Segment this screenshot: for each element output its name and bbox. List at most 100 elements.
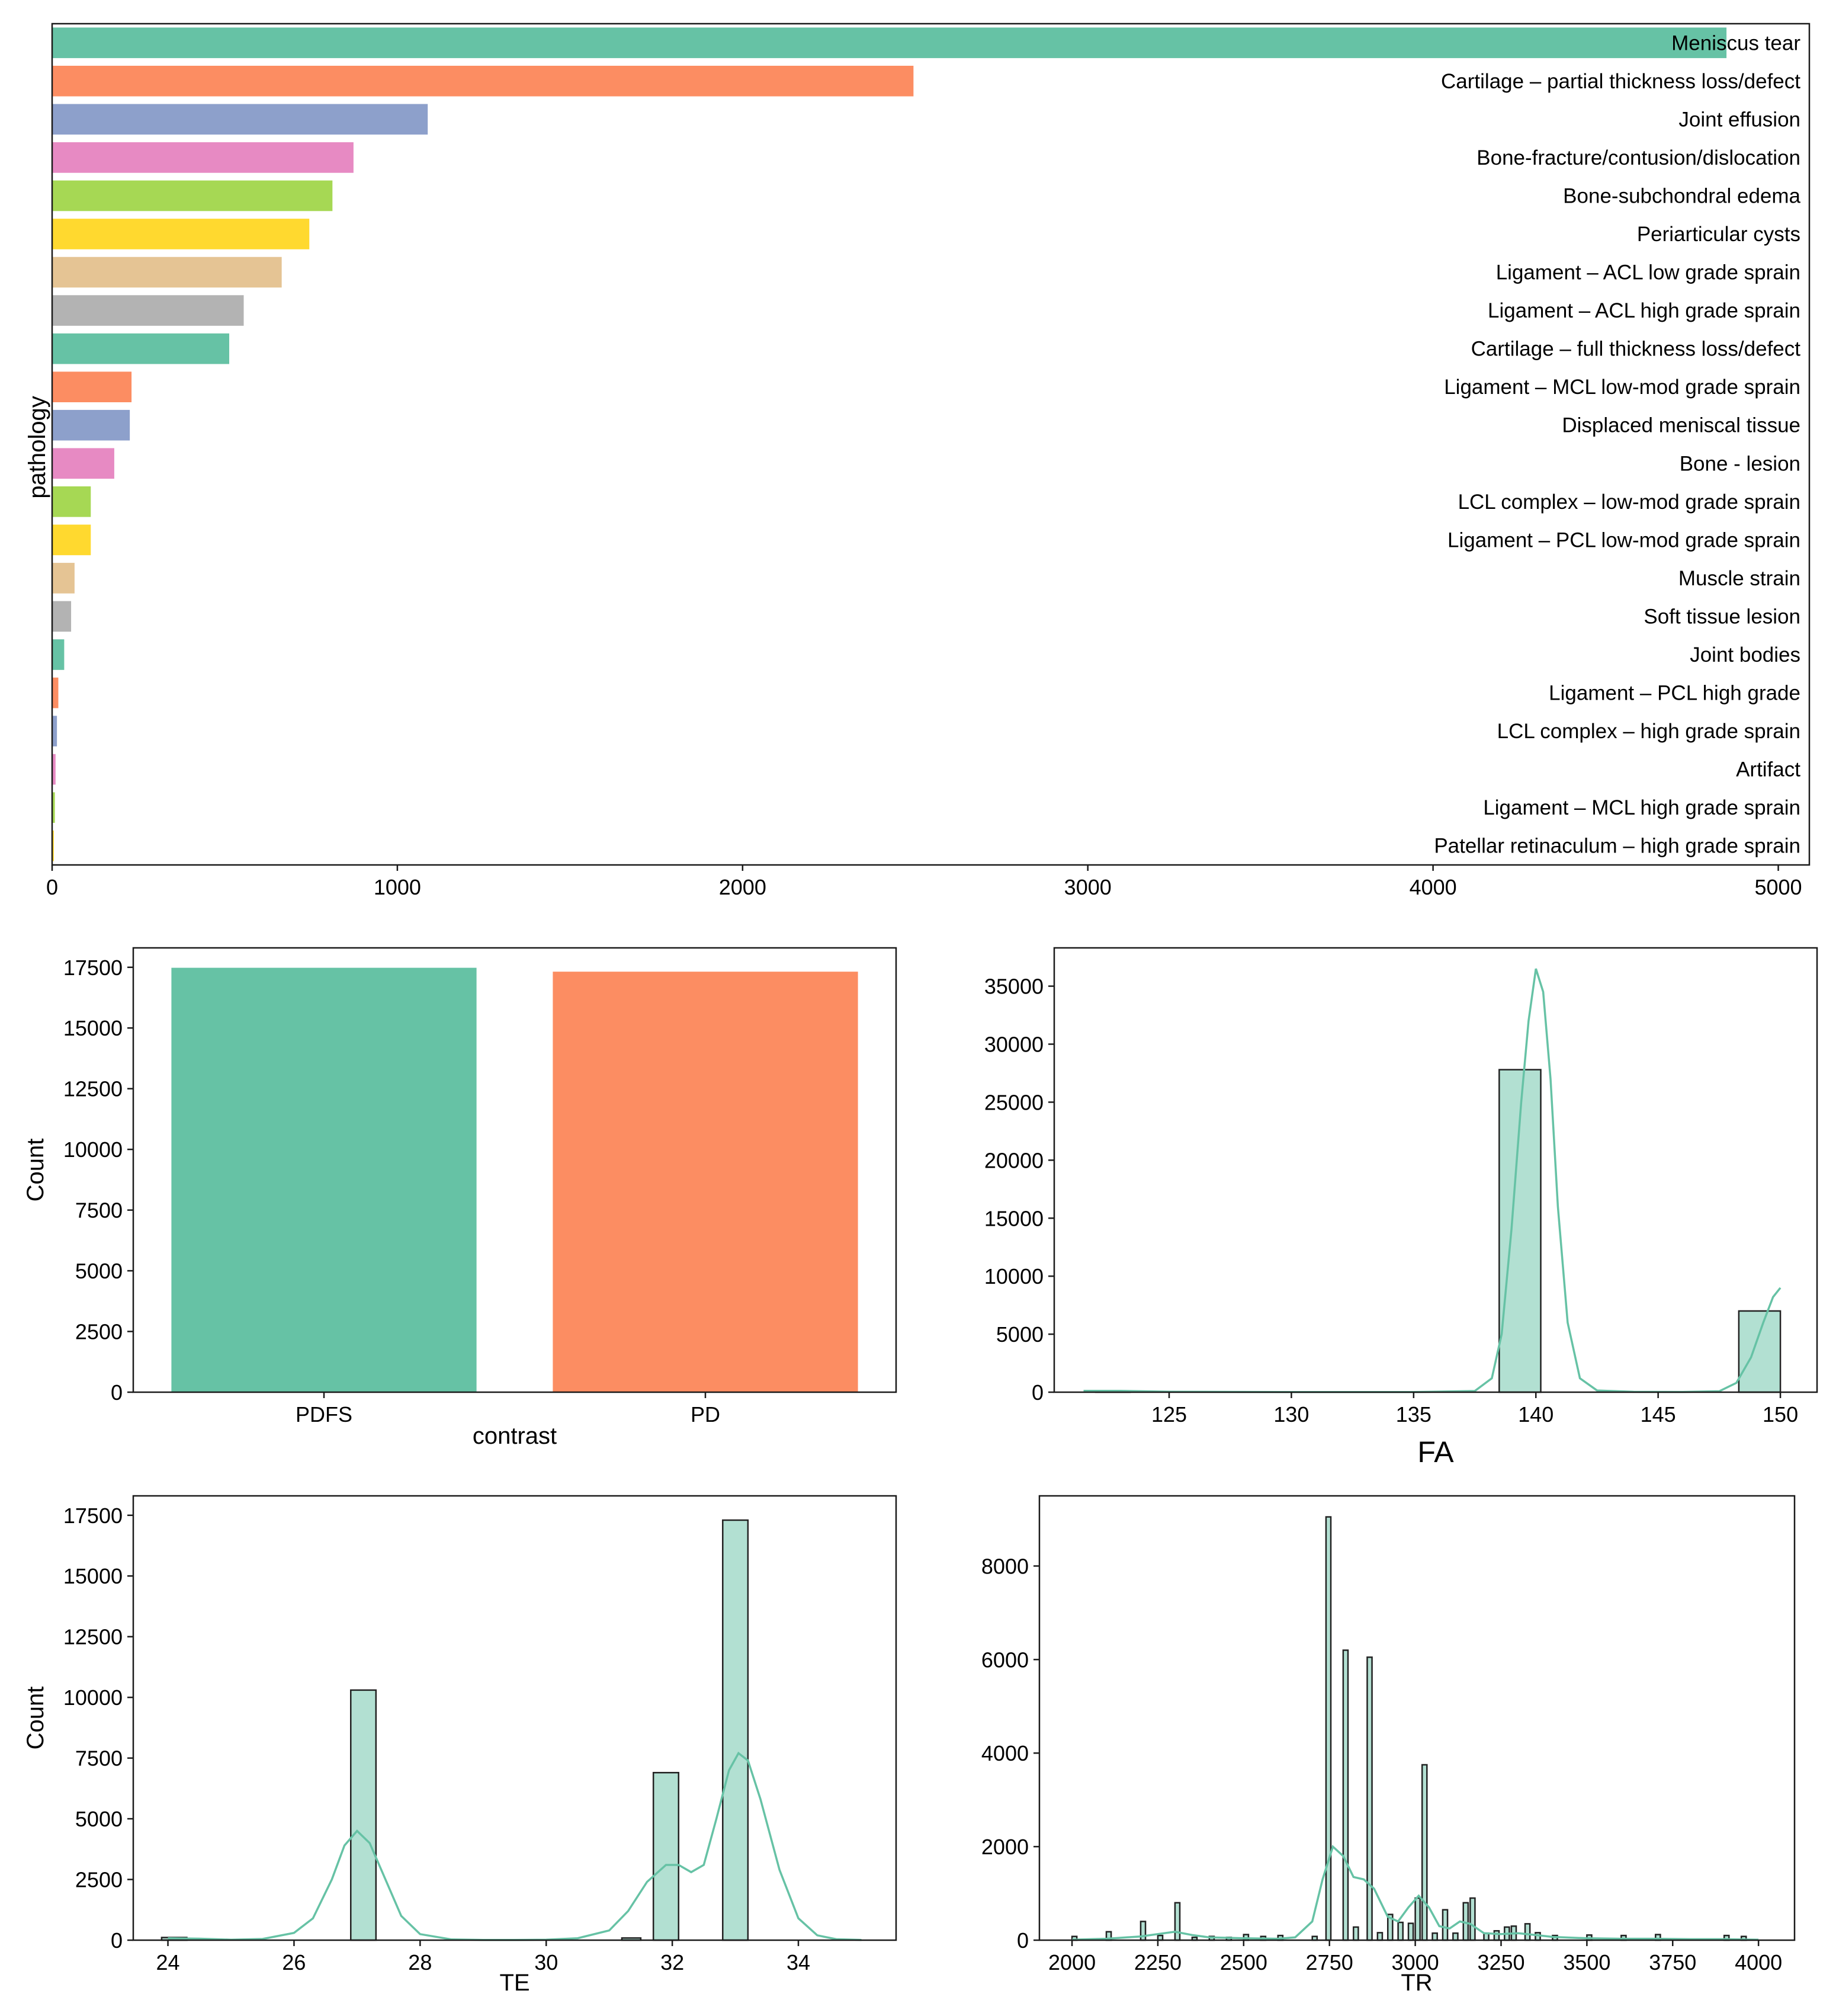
te-ytick-label: 7500	[75, 1746, 123, 1771]
tr-xtick-label: 3750	[1649, 1950, 1696, 1975]
contrast-ytick-label: 7500	[75, 1198, 123, 1223]
pathology-category-label: Patellar retinaculum – high grade sprain	[1434, 835, 1800, 858]
tr-kde-line	[1072, 1844, 1759, 1941]
pathology-category-label: Displaced meniscal tissue	[1562, 414, 1800, 437]
fa-ytick-label: 35000	[984, 975, 1044, 999]
te-hist-bar	[722, 1519, 749, 1941]
tr-hist-bar	[1524, 1923, 1531, 1941]
tr-chart: 0 2000 4000 6000 8000 2000 2250 2500 2750 3000 32…	[981, 1495, 1796, 1996]
contrast-ytick-label: 2500	[75, 1320, 123, 1344]
tr-ytick-label: 8000	[981, 1554, 1029, 1578]
pathology-bar	[52, 180, 333, 211]
pathology-category-label: Bone-subchondral edema	[1563, 184, 1800, 207]
fa-ytick-label: 15000	[984, 1206, 1044, 1230]
tr-hist-bar	[1442, 1909, 1449, 1941]
tr-hist-bar	[1397, 1921, 1404, 1941]
te-xlabel: TE	[499, 1970, 529, 1996]
pathology-category-label: LCL complex – high grade sprain	[1497, 720, 1800, 743]
contrast-ytick-label: 17500	[63, 956, 123, 980]
pathology-bar	[52, 716, 57, 746]
te-xtick-label: 24	[156, 1950, 180, 1975]
fa-xtick-label: 125	[1151, 1402, 1187, 1427]
pathology-category-label: Ligament – MCL low-mod grade sprain	[1444, 376, 1800, 399]
pathology-category-label: Cartilage – full thickness loss/defect	[1471, 338, 1801, 361]
pathology-bar	[52, 409, 130, 441]
contrast-bar	[171, 967, 477, 1392]
tr-xtick-label: 3250	[1477, 1950, 1524, 1975]
pathology-category-label: Periarticular cysts	[1637, 223, 1800, 246]
tr-hist-bar	[1414, 1897, 1421, 1941]
tr-hist-bar	[1452, 1932, 1459, 1941]
fa-ytick-label: 10000	[984, 1264, 1044, 1289]
fa-frame	[1053, 947, 1818, 1393]
fa-ytick-label: 30000	[984, 1033, 1044, 1057]
te-xtick-label: 30	[534, 1950, 558, 1975]
tr-hist-bar	[1431, 1932, 1438, 1941]
pathology-bar	[52, 219, 310, 249]
pathology-xtick-label: 4000	[1410, 875, 1457, 899]
te-ytick-label: 17500	[63, 1504, 123, 1528]
tr-xtick-label: 2250	[1134, 1950, 1182, 1975]
pathology-category-label: LCL complex – low-mod grade sprain	[1458, 491, 1800, 514]
pathology-bar	[52, 27, 1727, 59]
contrast-ytick-label: 10000	[63, 1137, 123, 1162]
te-xtick-label: 34	[787, 1950, 810, 1975]
contrast-ytick-label: 12500	[63, 1077, 123, 1101]
pathology-bar	[52, 448, 114, 479]
tr-xtick-label: 2500	[1220, 1950, 1267, 1975]
tr-hist-bar	[1469, 1897, 1476, 1941]
pathology-bar	[52, 142, 354, 173]
pathology-bar	[52, 754, 56, 785]
pathology-category-label: Joint bodies	[1690, 643, 1800, 666]
te-xtick-label: 26	[282, 1950, 306, 1975]
tr-xtick-label: 3500	[1563, 1950, 1610, 1975]
fa-xtick-label: 150	[1763, 1402, 1798, 1427]
fa-hist-bar	[1738, 1310, 1782, 1393]
pathology-category-label: Muscle strain	[1678, 567, 1800, 590]
contrast-ytick-label: 15000	[63, 1016, 123, 1040]
pathology-xtick-label: 0	[46, 875, 58, 899]
contrast-bar	[553, 972, 858, 1392]
fa-xtick-label: 140	[1518, 1402, 1553, 1427]
te-ylabel: Count	[23, 1687, 49, 1750]
pathology-category-label: Artifact	[1736, 758, 1800, 781]
pathology-category-label: Bone-fracture/contusion/dislocation	[1476, 146, 1800, 169]
tr-hist-bar	[1353, 1926, 1359, 1941]
te-frame	[132, 1495, 897, 1941]
tr-ytick-label: 0	[1017, 1928, 1029, 1953]
fa-ytick-label: 5000	[996, 1322, 1044, 1347]
tr-hist-bar	[1493, 1930, 1500, 1941]
pathology-ylabel: pathology	[24, 396, 50, 498]
contrast-category-label: PD	[691, 1402, 720, 1427]
tr-hist-bar	[1342, 1649, 1349, 1941]
tr-xtick-label: 2000	[1048, 1950, 1096, 1975]
contrast-frame	[132, 947, 897, 1393]
pathology-xtick-label: 3000	[1064, 875, 1112, 899]
pathology-xtick-label: 1000	[374, 875, 421, 899]
te-ytick-label: 15000	[63, 1564, 123, 1588]
pathology-category-label: Meniscus tear	[1671, 31, 1800, 55]
fa-kde-line	[1083, 968, 1782, 1393]
tr-hist-bar	[1366, 1656, 1373, 1941]
pathology-bar	[52, 830, 54, 861]
pathology-category-label: Ligament – ACL high grade sprain	[1488, 299, 1800, 322]
fa-ytick-label: 20000	[984, 1148, 1044, 1172]
tr-hist-bar	[1376, 1932, 1384, 1941]
te-xtick-label: 28	[408, 1950, 432, 1975]
tr-hist-bar	[1325, 1516, 1332, 1941]
te-ytick-label: 10000	[63, 1685, 123, 1710]
pathology-xtick-label: 5000	[1754, 875, 1802, 899]
pathology-xtick-label: 2000	[719, 875, 766, 899]
pathology-bar	[52, 486, 91, 517]
fa-xtick-label: 130	[1273, 1402, 1309, 1427]
tr-xlabel: TR	[1401, 1970, 1432, 1996]
te-hist-bar	[349, 1689, 377, 1941]
fa-xtick-label: 135	[1396, 1402, 1431, 1427]
tr-hist-bar	[1174, 1902, 1181, 1941]
fa-title: FA	[1417, 1435, 1454, 1469]
pathology-bar	[52, 524, 91, 556]
pathology-category-label: Joint effusion	[1678, 108, 1800, 131]
te-kde-line	[168, 1751, 862, 1941]
tr-xtick-label: 4000	[1735, 1950, 1782, 1975]
